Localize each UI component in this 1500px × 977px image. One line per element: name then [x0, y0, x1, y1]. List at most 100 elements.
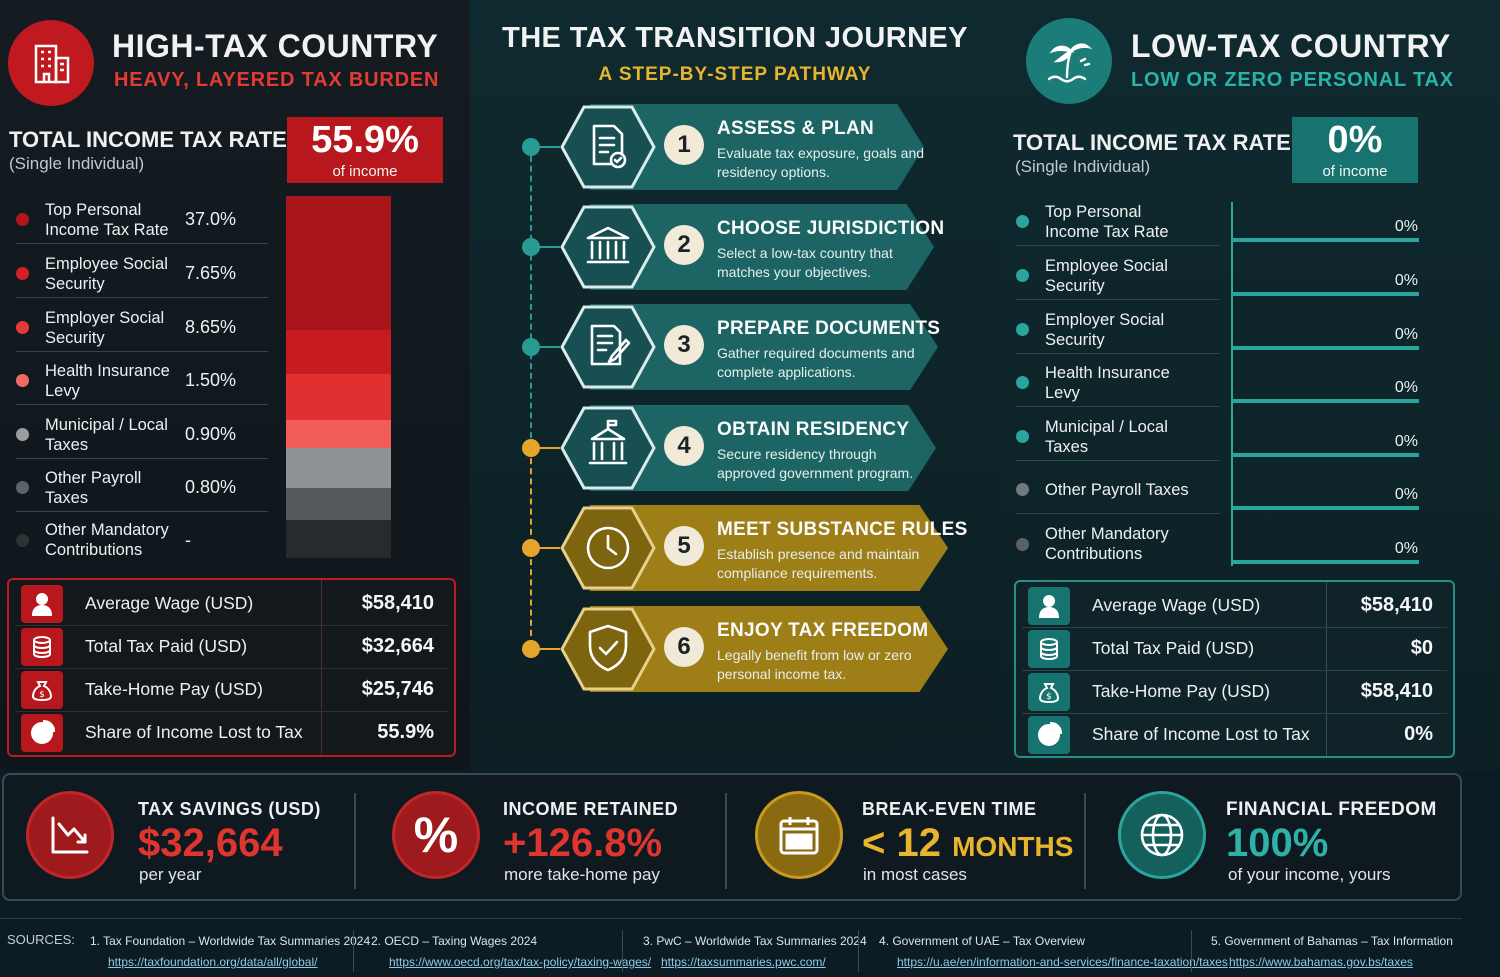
bar-seg-payroll: [286, 488, 391, 520]
low-tax-stats-table: Average Wage (USD) $58,410 Total Tax Paid …: [1014, 580, 1455, 758]
journey-step-dot: [522, 640, 540, 658]
person-icon: [1028, 586, 1070, 625]
bar-seg-health: [286, 420, 391, 448]
summary-label: INCOME RETAINED: [503, 799, 679, 819]
step-number: 5: [664, 526, 704, 566]
step-number: 1: [664, 125, 704, 165]
summary-break-even: BREAK-EVEN TIME < 12 MONTHS in most case…: [727, 775, 1084, 899]
high-tax-rate-title: TOTAL INCOME TAX RATE: [9, 127, 287, 152]
summary-label: BREAK-EVEN TIME: [862, 799, 1037, 819]
zero-rate-bar: [1233, 453, 1419, 457]
step-desc: Evaluate tax exposure, goals and residen…: [717, 145, 925, 180]
low-tax-rate-sub: (Single Individual): [1015, 157, 1151, 176]
stat-row: Share of Income Lost to Tax 55.9%: [9, 711, 454, 754]
source-link[interactable]: https://taxsummaries.pwc.com/: [661, 955, 826, 969]
high-tax-title: HIGH-TAX COUNTRY: [112, 28, 439, 64]
low-tax-component-row: Employer Social Security: [1016, 306, 1220, 354]
bar-seg-municipal: [286, 448, 391, 488]
legend-dot: [16, 213, 29, 226]
legend-dot: [1016, 215, 1029, 228]
legend-dot: [1016, 376, 1029, 389]
stat-value: 0%: [1404, 723, 1433, 745]
summary-value: +126.8%: [503, 821, 663, 865]
svg-text:$: $: [1046, 692, 1052, 702]
stat-value: $58,410: [1360, 680, 1433, 702]
journey-step-3: 3 PREPARE DOCUMENTS Gather required docume…: [560, 304, 940, 390]
summary-value-suffix: MONTHS: [952, 831, 1074, 862]
step-number: 6: [664, 627, 704, 667]
zero-rate-bar: [1233, 346, 1419, 350]
summary-tax-savings: TAX SAVINGS (USD) $32,664 per year: [4, 775, 354, 899]
stat-value: 55.9%: [377, 721, 434, 743]
source-link[interactable]: https://u.ae/en/information-and-services…: [897, 955, 1228, 969]
summary-value: < 12 MONTHS: [862, 821, 1073, 866]
source-title: 5. Government of Bahamas – Tax Informati…: [1211, 934, 1453, 948]
source-link[interactable]: https://www.bahamas.gov.bs/taxes: [1229, 955, 1413, 969]
high-tax-component-row: Municipal / Local Taxes 0.90%: [16, 411, 268, 459]
source-title: 4. Government of UAE – Tax Overview: [879, 934, 1085, 948]
low-tax-rate-badge: 0% of income: [1292, 117, 1418, 183]
building-icon: [8, 20, 94, 106]
low-tax-component-row: Other Payroll Taxes: [1016, 466, 1220, 514]
component-label: Employee Social Security: [1045, 256, 1168, 295]
journey-step-dot: [522, 138, 540, 156]
high-tax-stacked-bar: [286, 196, 391, 558]
component-value: 1.50%: [185, 370, 237, 390]
component-value: -: [185, 529, 191, 550]
zero-rate-bar: [1233, 506, 1419, 510]
source-title: 1. Tax Foundation – Worldwide Tax Summar…: [90, 934, 371, 948]
high-tax-rate-unit: of income: [332, 162, 398, 180]
step-title: CHOOSE JURISDICTION: [717, 218, 945, 239]
bar-seg-income-tax: [286, 196, 391, 330]
low-tax-subtitle: LOW OR ZERO PERSONAL TAX: [1131, 69, 1454, 91]
high-tax-rate-sub: (Single Individual): [9, 154, 145, 173]
journey-step-6: 6 ENJOY TAX FREEDOM Legally benefit from l…: [560, 606, 948, 692]
legend-dot: [1016, 430, 1029, 443]
clock-icon: [560, 506, 656, 590]
component-label: Other Payroll Taxes: [1045, 480, 1189, 499]
legend-dot: [16, 374, 29, 387]
component-label: Health Insurance Levy: [45, 361, 170, 400]
pie-icon: [21, 713, 63, 752]
component-value: 0.80%: [185, 477, 237, 497]
component-label: Other Mandatory Contributions: [1045, 525, 1169, 563]
step-desc: Legally benefit from low or zero persona…: [717, 647, 912, 682]
percent-icon: %: [392, 791, 480, 879]
source-item: 2. OECD – Taxing Wages 2024 https://www.o…: [371, 934, 651, 969]
component-value: 0%: [1394, 433, 1418, 450]
step-number: 2: [664, 225, 704, 265]
component-value: 0%: [1394, 326, 1418, 343]
component-label: Other Mandatory Contributions: [45, 521, 169, 559]
coins-icon: [1028, 629, 1070, 668]
coins-icon: [21, 627, 63, 666]
high-tax-component-row: Health Insurance Levy 1.50%: [16, 357, 268, 405]
journey-step-dot: [522, 439, 540, 457]
high-tax-stats-table: Average Wage (USD) $58,410 Total Tax Paid …: [7, 578, 456, 757]
zero-rate-bar: [1233, 560, 1419, 564]
source-title: 3. PwC – Worldwide Tax Summaries 2024: [643, 934, 867, 948]
journey-step-dot: [522, 238, 540, 256]
component-value: 0%: [1394, 486, 1418, 503]
shield-check-icon: [560, 607, 656, 691]
component-label: Other Payroll Taxes: [45, 468, 142, 507]
source-link[interactable]: https://taxfoundation.org/data/all/globa…: [108, 955, 318, 969]
money-bag-icon: $: [21, 670, 63, 709]
bar-seg-employer-ss: [286, 374, 391, 420]
step-desc: Establish presence and maintain complian…: [717, 546, 920, 581]
legend-dot: [1016, 483, 1029, 496]
document-check-icon: [560, 105, 656, 189]
stat-value: $0: [1410, 637, 1433, 659]
source-link[interactable]: https://www.oecd.org/tax/tax-policy/taxi…: [389, 955, 652, 969]
stat-row: $ Take-Home Pay (USD) $58,410: [1016, 670, 1453, 713]
component-value: 0.90%: [185, 424, 237, 444]
money-bag-icon: $: [1028, 672, 1070, 711]
low-tax-component-row: Top Personal Income Tax Rate: [1016, 198, 1220, 246]
low-tax-title: LOW-TAX COUNTRY: [1131, 28, 1451, 64]
summary-label: FINANCIAL FREEDOM: [1226, 799, 1437, 820]
stat-row: Average Wage (USD) $58,410: [9, 582, 454, 625]
component-value: 7.65%: [185, 263, 237, 283]
summary-note: in most cases: [863, 865, 967, 884]
component-value: 0%: [1394, 379, 1418, 396]
high-tax-rate-badge: 55.9% of income: [287, 117, 443, 183]
legend-dot: [16, 428, 29, 441]
